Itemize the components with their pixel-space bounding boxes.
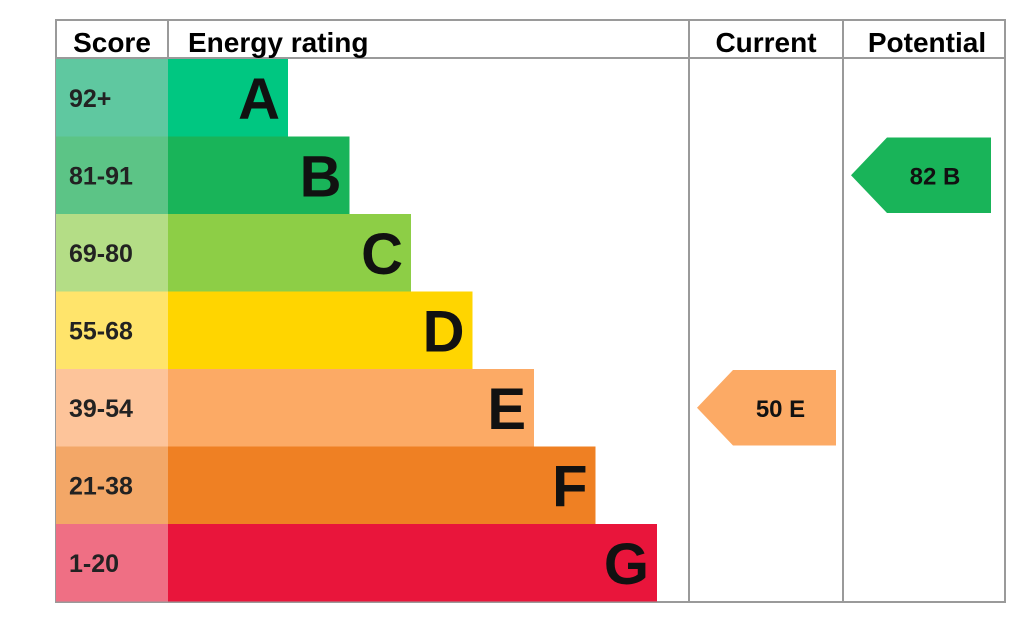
band-letter-g: G	[604, 532, 649, 597]
score-label-g: 1-20	[69, 550, 119, 578]
band-letter-d: D	[423, 299, 465, 364]
band-bar-b	[168, 136, 350, 214]
header-potential: Potential	[868, 27, 986, 58]
band-bar-g	[168, 524, 657, 602]
band-bar-c	[168, 214, 411, 292]
score-label-e: 39-54	[69, 395, 133, 423]
band-letter-f: F	[552, 454, 587, 519]
band-bar-a	[168, 59, 288, 137]
score-label-b: 81-91	[69, 162, 133, 190]
current-rating-arrow	[697, 370, 836, 446]
potential-rating-arrow	[851, 137, 991, 213]
header-energy-rating: Energy rating	[188, 27, 368, 58]
potential-rating-label: 82 B	[910, 163, 961, 190]
score-cell-b	[56, 136, 168, 214]
score-cell-f	[56, 446, 168, 524]
rating-bands: 92+ A 81-91 B 69-80 C 55-68 D 39-54 E 21-38 F 1-20 G	[56, 59, 657, 602]
header-current: Current	[715, 27, 816, 58]
score-label-d: 55-68	[69, 317, 133, 345]
header-score: Score	[73, 27, 151, 58]
band-letter-c: C	[361, 222, 403, 287]
band-bar-f	[168, 446, 596, 524]
band-letter-e: E	[487, 377, 526, 442]
rating-indicators: 50 E 82 B	[697, 137, 991, 446]
score-cell-c	[56, 214, 168, 292]
score-cell-d	[56, 291, 168, 369]
score-label-c: 69-80	[69, 240, 133, 268]
score-cell-e	[56, 369, 168, 447]
score-cell-a	[56, 59, 168, 137]
score-label-a: 92+	[69, 85, 111, 113]
score-cell-g	[56, 524, 168, 602]
band-bar-e	[168, 369, 534, 447]
band-bar-d	[168, 291, 473, 369]
band-letter-a: A	[238, 67, 280, 132]
band-letter-b: B	[300, 144, 342, 209]
score-label-f: 21-38	[69, 472, 133, 500]
current-rating-label: 50 E	[756, 396, 805, 423]
